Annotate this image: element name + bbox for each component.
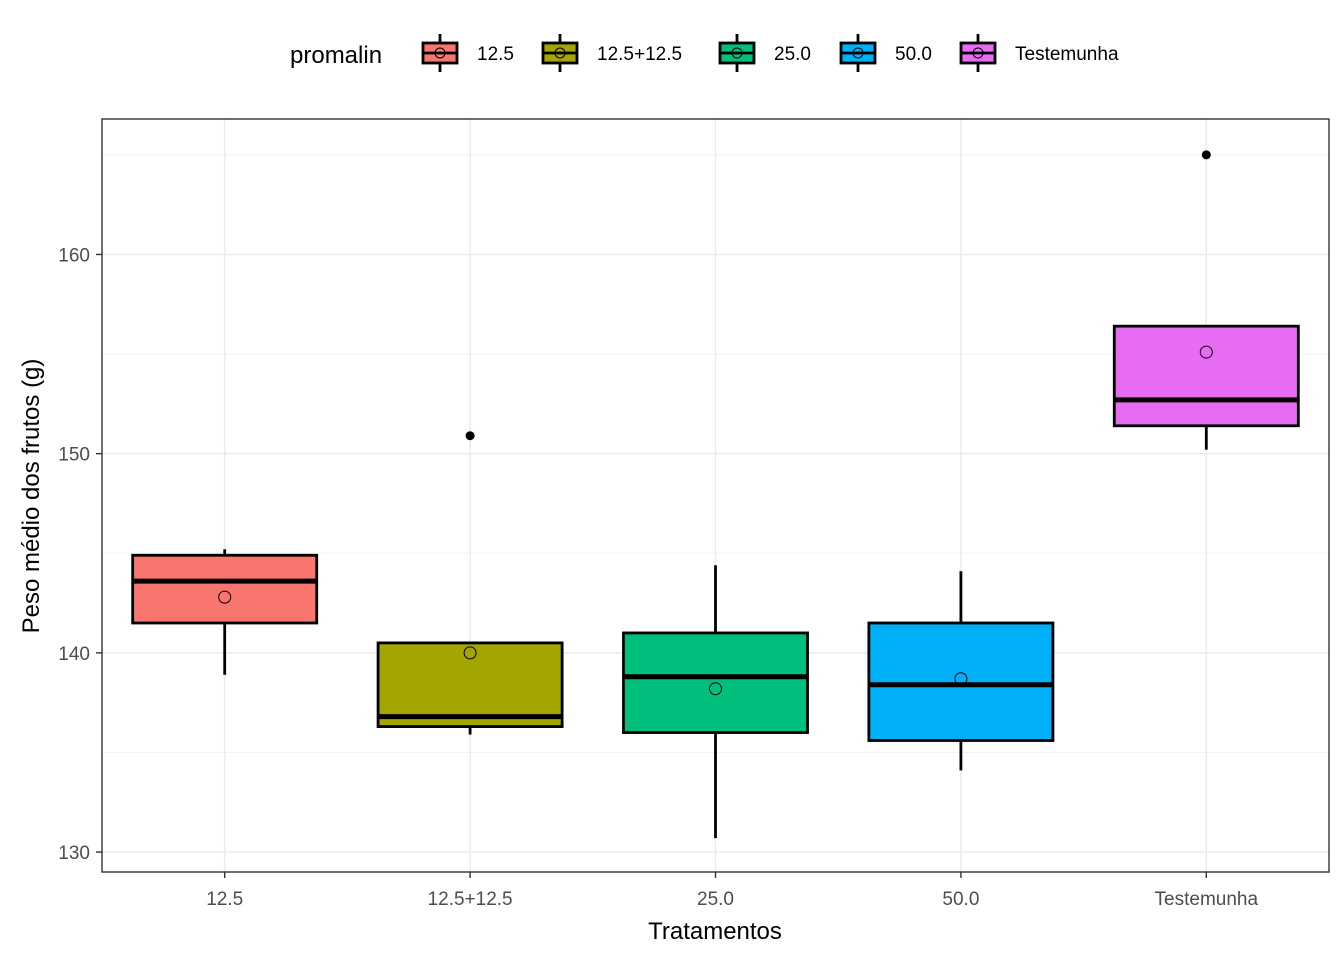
- x-tick-label: 12.5: [206, 889, 243, 910]
- y-tick-label: 130: [58, 843, 90, 864]
- legend-item: Testemunha: [959, 34, 1119, 72]
- x-tick-label: 25.0: [697, 889, 734, 910]
- legend-label: 12.5+12.5: [597, 44, 682, 65]
- x-axis: 12.5 12.5+12.5 25.0 50.0 Testemunha: [206, 872, 1258, 910]
- box-body: [867, 621, 1055, 742]
- box-5: [1112, 150, 1300, 450]
- y-tick-label: 150: [58, 445, 90, 466]
- legend-item: 12.5+12.5: [541, 34, 682, 72]
- x-tick-label: 12.5+12.5: [428, 889, 513, 910]
- mean-point: [709, 682, 722, 696]
- box-1: [131, 549, 319, 675]
- legend-item: 50.0: [839, 34, 932, 72]
- y-axis-title: Peso médio dos frutos (g): [18, 359, 45, 634]
- legend-key-mean: [852, 47, 864, 59]
- legend-label: 12.5: [477, 44, 514, 65]
- box-body: [1112, 324, 1300, 428]
- legend-key-mean: [554, 47, 566, 59]
- legend-label: 25.0: [774, 44, 811, 65]
- x-tick-label: 50.0: [942, 889, 979, 910]
- mean-point: [218, 590, 232, 604]
- box-body: [131, 553, 319, 625]
- mean-point: [463, 646, 477, 660]
- box-2: [376, 431, 564, 735]
- legend-label: 50.0: [895, 44, 932, 65]
- legend-key-mean: [434, 47, 446, 59]
- x-tick-label: Testemunha: [1155, 889, 1259, 910]
- y-axis: 130 140 150 160: [58, 245, 102, 864]
- box-body: [376, 641, 564, 728]
- box-3: [622, 565, 809, 839]
- legend-item: 25.0: [718, 34, 811, 72]
- y-tick-label: 140: [58, 644, 90, 665]
- boxes: [131, 150, 1300, 839]
- legend: promalin 12.5 12.5+12.5 25.0 50.0 Testemunha: [290, 34, 1119, 72]
- outlier-point: [465, 431, 475, 441]
- y-tick-label: 160: [58, 245, 90, 266]
- legend-label: Testemunha: [1015, 44, 1119, 65]
- mean-point: [1199, 345, 1213, 359]
- x-axis-title: Tratamentos: [648, 918, 782, 945]
- legend-title: promalin: [290, 42, 382, 69]
- legend-key-mean: [972, 47, 984, 59]
- legend-item: 12.5: [421, 34, 514, 72]
- mean-point: [954, 672, 968, 686]
- legend-key-mean: [731, 47, 743, 59]
- box-4: [867, 571, 1055, 771]
- outlier-point: [1201, 150, 1211, 160]
